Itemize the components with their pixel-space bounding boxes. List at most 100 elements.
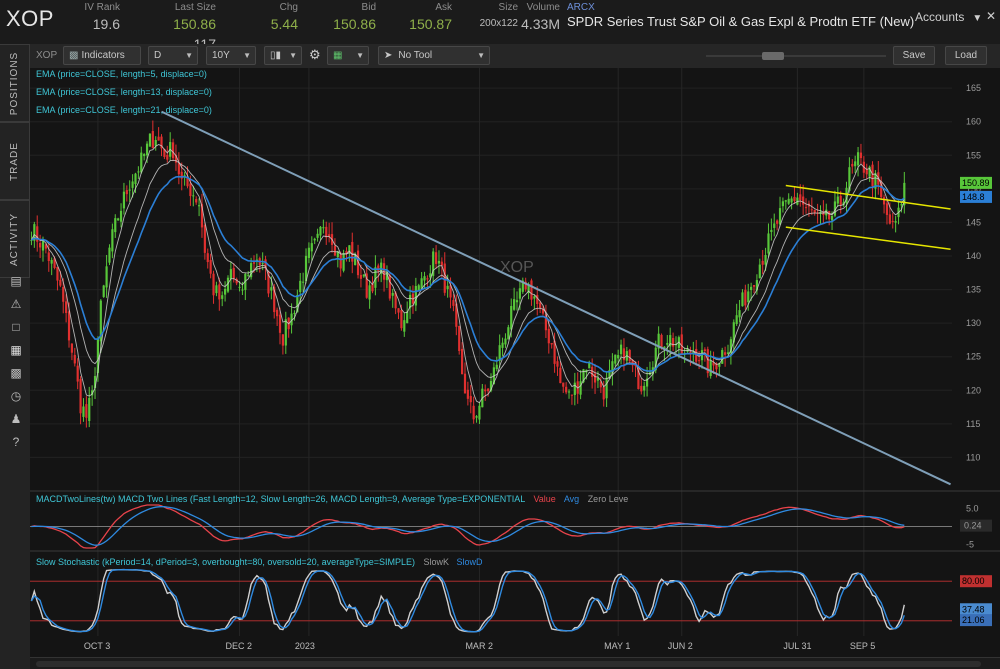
horizontal-scrollbar[interactable] [30,657,1000,669]
candle-body [724,352,727,355]
alert-icon[interactable]: ⚠ [10,297,22,311]
price-tick-label: 115 [966,419,980,429]
study-ema21[interactable]: EMA (price=CLOSE, length=21, displace=0) [36,105,212,115]
document-icon[interactable]: ▤ [10,274,22,288]
indicators-button[interactable]: ▩ Indicators [63,46,141,65]
candle-body [836,196,839,204]
candle-body [487,388,490,392]
candle-body [478,405,481,420]
candle-body [654,347,657,371]
candle-body [513,299,516,310]
close-icon[interactable]: ✕ [986,9,997,23]
load-button[interactable]: Load [945,46,987,65]
candle-body [339,254,342,269]
candle-body [238,286,241,288]
candle-body [50,259,53,264]
aggregation-select[interactable]: D ▼ [148,46,198,65]
candle-body [657,333,660,349]
candle-body [195,199,198,203]
drawing-tool-select[interactable]: ➤ No Tool ▼ [378,46,490,65]
chevron-down-icon: ▼ [289,51,297,60]
price-tick-label: 135 [966,285,981,295]
scrollbar-track[interactable] [36,661,981,667]
history-icon[interactable]: ◷ [10,389,22,403]
chart-area[interactable]: XOP 165160155150145140135130125120115110… [30,68,1000,658]
candle-body [544,314,548,331]
tab-activity[interactable]: ACTIVITY [0,200,30,278]
candle-body [403,320,406,332]
timeframe-select[interactable]: 10Y ▼ [206,46,256,65]
stochastic-title[interactable]: Slow Stochastic (kPeriod=14, dPeriod=3, … [36,557,415,567]
candle-body [498,345,501,361]
candle-body [299,280,302,293]
candle-body [567,391,571,393]
save-button[interactable]: Save [893,46,935,65]
candle-body [752,284,756,287]
candle-body [880,181,883,198]
candle-body [582,369,585,383]
ask-label: Ask [435,2,452,13]
candle-body [267,271,270,294]
study-ema5[interactable]: EMA (price=CLOSE, length=5, displace=0) [36,69,207,79]
chart-style-select[interactable]: ▯▮ ▼ [264,46,302,65]
candle-body [463,373,467,394]
clipboard-icon[interactable]: □ [12,320,20,334]
candle-body [804,207,808,209]
macd-last-bubble-text: 0.24 [964,521,982,531]
study-titles: EMA (price=CLOSE, length=5, displace=0) … [36,69,212,115]
macd-last-bubble [960,519,992,532]
candle-body [559,367,562,384]
help-icon[interactable]: ? [12,435,20,449]
stochastic-title-line: Slow Stochastic (kPeriod=14, dPeriod=3, … [36,557,483,567]
candle-body [472,405,475,420]
macd-title[interactable]: MACDTwoLines(tw) MACD Two Lines (Fast Le… [36,494,525,504]
candle-body [856,152,860,166]
price-tick-label: 145 [966,217,981,227]
candle-body [203,224,206,253]
candle-body [391,292,394,296]
candle-body [400,310,403,329]
candle-body [273,286,276,313]
candle-body [417,285,420,291]
chart-svg[interactable]: XOP 165160155150145140135130125120115110… [30,68,1000,658]
macd-legend-avg: Avg [564,494,579,504]
candle-body [206,253,209,263]
gear-icon[interactable]: ⚙ [309,47,321,62]
candle-body [307,247,311,258]
candle-body [354,254,357,266]
chart-icon[interactable]: ▦ [10,343,22,357]
candle-body [645,378,649,387]
study-ema13[interactable]: EMA (price=CLOSE, length=13, displace=0) [36,87,212,97]
date-tick-label: MAY 1 [604,641,630,651]
candle-body [692,351,695,354]
candle-body [524,281,527,290]
candle-body [859,152,863,159]
stochastic-bubble-text: 21.06 [962,615,985,625]
candle-body [891,220,894,222]
chevron-down-icon: ▼ [356,51,364,60]
layout-select[interactable]: ▦ ▼ [327,46,369,65]
tab-positions[interactable]: POSITIONS [0,44,30,122]
tab-trade[interactable]: TRADE [0,122,30,200]
grid-icon[interactable]: ▩ [10,366,22,380]
zoom-slider[interactable] [706,52,886,60]
candle-body [591,366,594,377]
candle-body [76,365,79,382]
candle-body [79,379,82,414]
candle-body [446,285,449,290]
drawings[interactable] [161,110,951,486]
candle-body [270,287,273,291]
ema-lines [31,143,905,404]
candle-body [88,397,91,422]
candle-body [828,211,831,220]
accounts-dropdown[interactable]: Accounts ▼ [915,10,982,24]
candle-body [596,377,600,381]
candle-body [278,314,282,333]
symbol-title[interactable]: XOP [6,6,54,31]
zoom-slider-thumb[interactable] [762,52,784,60]
candle-body [108,247,111,263]
candle-body [328,234,331,237]
candle-body [313,238,316,241]
people-icon[interactable]: ♟ [10,412,22,426]
